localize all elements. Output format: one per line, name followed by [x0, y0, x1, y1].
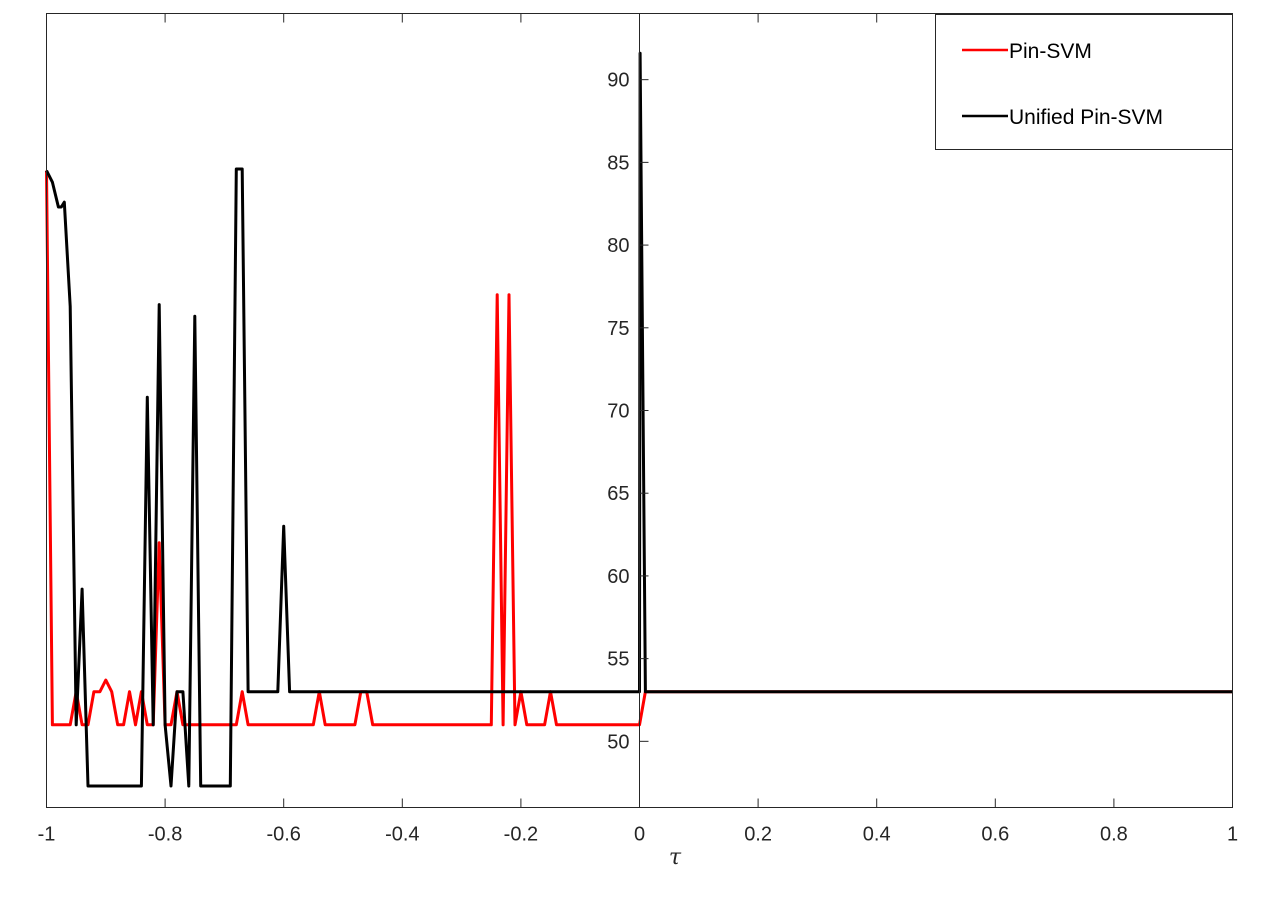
legend-box — [935, 14, 1233, 150]
x-tick-label: 1 — [1227, 824, 1238, 846]
series-line-unified-pin-svm — [45, 51, 1233, 788]
x-axis: -1 -0.8 -0.6 -0.4 -0.2 0 0.2 0.4 0.6 0.8 1 — [38, 13, 1238, 846]
x-tick-label: 0.6 — [981, 824, 1009, 846]
y-tick-label: 85 — [607, 152, 629, 174]
y-tick-label: 55 — [607, 649, 629, 671]
x-tick-label: 0.4 — [863, 824, 891, 846]
x-tick-label: -0.6 — [266, 824, 300, 846]
legend: Pin-SVM Unified Pin-SVM — [935, 14, 1233, 150]
x-tick-label: -0.2 — [504, 824, 538, 846]
x-tick-label: 0.2 — [744, 824, 772, 846]
x-tick-label: 0 — [634, 824, 645, 846]
x-axis-label: τ — [669, 845, 682, 870]
y-tick-label: 75 — [607, 318, 629, 340]
series-line-pin-svm — [45, 170, 1233, 727]
y-tick-label: 50 — [607, 731, 629, 753]
x-tick-label: -0.4 — [385, 824, 419, 846]
x-tick-label: -0.8 — [148, 824, 182, 846]
y-axis: 50 55 60 65 70 75 80 85 90 — [607, 13, 649, 808]
x-tick-label: 0.8 — [1100, 824, 1128, 846]
y-tick-label: 60 — [607, 566, 629, 588]
x-tick-label: -1 — [38, 824, 56, 846]
legend-label-unified-pin-svm: Unified Pin-SVM — [1009, 106, 1163, 129]
y-tick-label: 70 — [607, 401, 629, 423]
y-tick-label: 65 — [607, 483, 629, 505]
y-tick-label: 90 — [607, 70, 629, 92]
y-tick-label: 80 — [607, 235, 629, 257]
legend-label-pin-svm: Pin-SVM — [1009, 40, 1092, 63]
series-layer — [45, 51, 1233, 788]
